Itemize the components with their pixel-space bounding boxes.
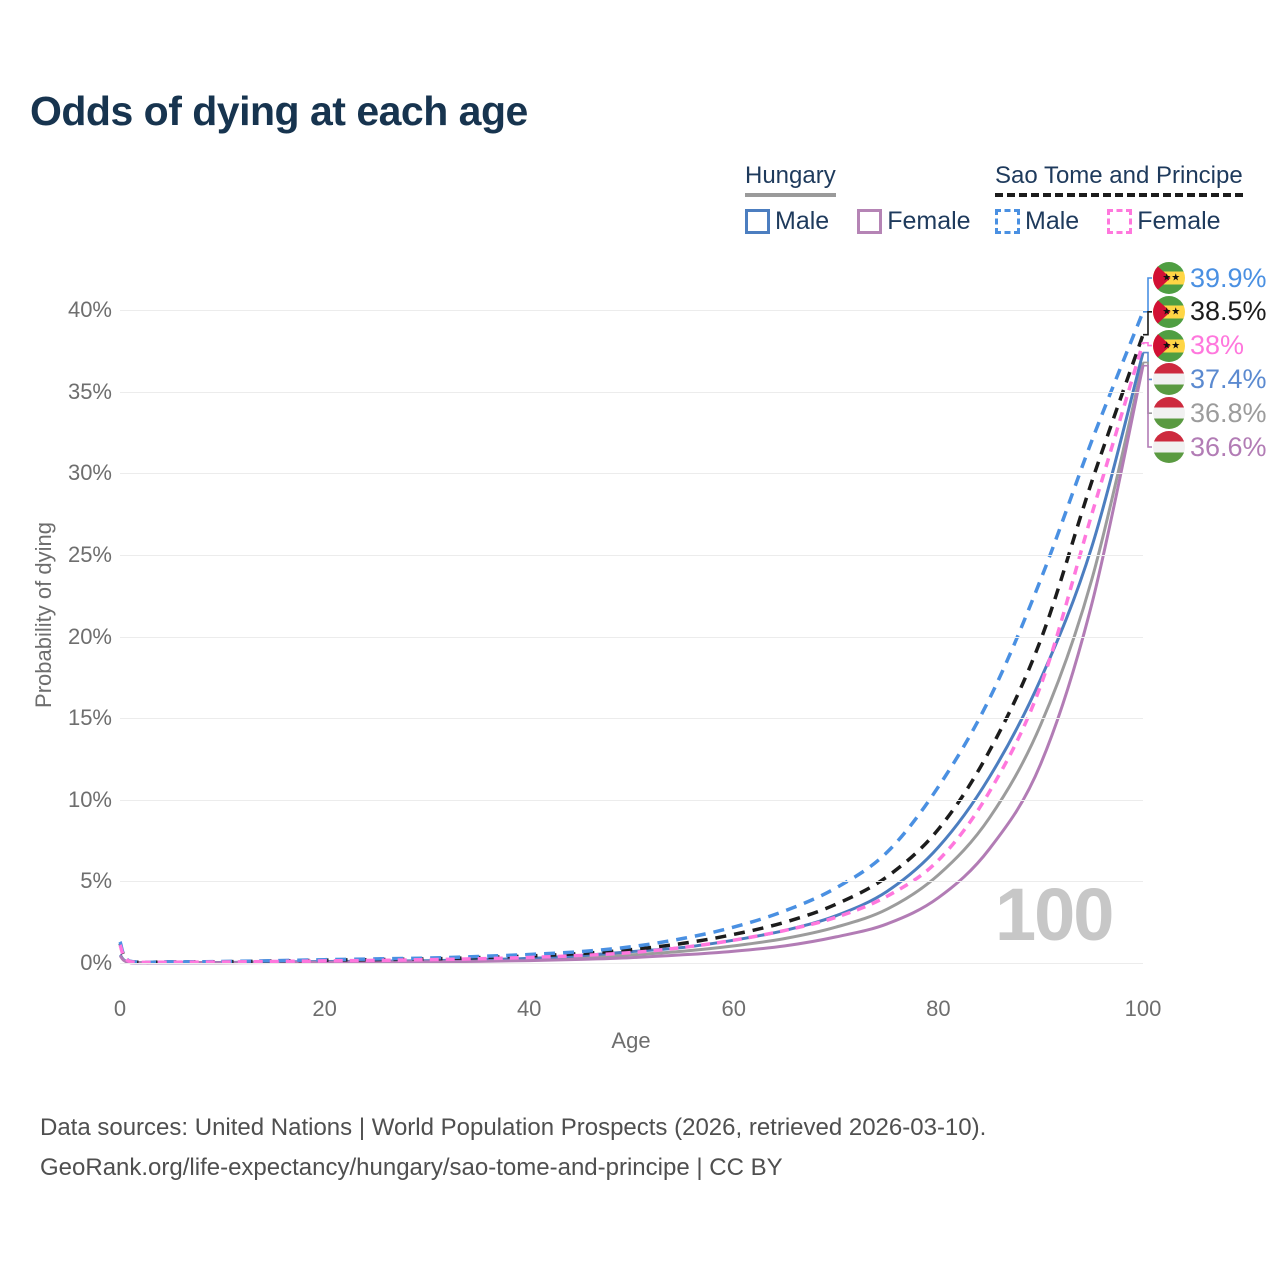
series-line-sao-tome-and-principe-male xyxy=(118,311,1145,964)
y-tick-label: 15% xyxy=(67,705,112,731)
y-tick-label: 25% xyxy=(67,542,112,567)
legend-label: Male xyxy=(1025,207,1080,235)
legend-group-hungary: Hungary Male Female xyxy=(745,162,999,236)
gridline xyxy=(120,473,1143,475)
y-tick-label: 10% xyxy=(67,786,112,812)
sao-tome-flag-icon xyxy=(1153,329,1185,362)
legend-label: Female xyxy=(1137,207,1221,235)
end-value-row[interactable]: 36.6% xyxy=(1153,430,1267,464)
legend-country-hungary: Hungary xyxy=(745,162,836,197)
gridline xyxy=(120,799,1143,801)
gridline xyxy=(120,391,1143,393)
legend-item-hungary-female[interactable]: Female xyxy=(857,207,971,236)
legend-item-sao-tome-female[interactable]: Female xyxy=(1107,207,1221,236)
page-title: Odds of dying at each age xyxy=(30,88,528,134)
hungary-flag-icon xyxy=(1153,397,1185,430)
end-value-row[interactable]: 38.5% xyxy=(1153,295,1267,329)
hungary-female-swatch xyxy=(857,209,883,234)
end-value-label: 36.8% xyxy=(1190,397,1267,428)
hungary-flag-icon xyxy=(1153,363,1185,396)
end-value-label: 39.9% xyxy=(1190,262,1267,293)
x-axis-title: Age xyxy=(611,1028,651,1053)
legend-item-sao-tome-male[interactable]: Male xyxy=(995,207,1079,236)
end-value-row[interactable]: 37.4% xyxy=(1153,362,1267,396)
series-line-hungary-male xyxy=(118,352,1145,965)
end-value-row[interactable]: 36.8% xyxy=(1153,396,1267,430)
attribution-line: GeoRank.org/life-expectancy/hungary/sao-… xyxy=(40,1154,783,1182)
sao-tome-male-swatch xyxy=(995,209,1020,234)
leader-line xyxy=(1143,342,1152,347)
y-tick-label: 30% xyxy=(67,460,112,486)
series-line-hungary-both xyxy=(118,362,1145,965)
y-tick-label: 0% xyxy=(80,950,112,975)
hungary-flag-icon xyxy=(1153,431,1185,463)
series-line-hungary-female xyxy=(118,365,1145,965)
legend-item-hungary-male[interactable]: Male xyxy=(745,207,829,236)
leader-line xyxy=(1143,364,1152,448)
end-value-row[interactable]: 39.9% xyxy=(1153,261,1267,295)
x-tick-label: 80 xyxy=(926,996,951,1021)
leader-line xyxy=(1143,277,1152,313)
gridline xyxy=(120,963,1143,964)
x-tick-label: 100 xyxy=(1124,996,1162,1021)
series-line-sao-tome-and-principe-both xyxy=(118,334,1145,965)
x-tick-label: 20 xyxy=(312,996,337,1021)
data-source-line: Data sources: United Nations | World Pop… xyxy=(40,1114,987,1141)
y-tick-label: 35% xyxy=(67,378,112,404)
end-value-row[interactable]: 38% xyxy=(1153,329,1244,363)
x-tick-label: 0 xyxy=(113,996,127,1021)
age-watermark: 100 xyxy=(995,873,1114,956)
y-tick-label: 5% xyxy=(80,868,112,894)
end-value-label: 36.6% xyxy=(1190,431,1267,462)
footer: Data sources: United Nations | World Pop… xyxy=(40,1108,986,1188)
legend-country-sao-tome: Sao Tome and Principe xyxy=(995,162,1243,197)
legend-label: Male xyxy=(775,207,830,235)
gridline xyxy=(120,881,1143,883)
x-tick-label: 40 xyxy=(516,996,542,1021)
gridline xyxy=(120,636,1143,638)
end-value-label: 38% xyxy=(1190,330,1245,361)
legend-label: Female xyxy=(887,207,971,235)
leader-line xyxy=(1143,311,1152,336)
hungary-male-swatch xyxy=(745,209,770,234)
x-tick-label: 60 xyxy=(721,996,747,1021)
sao-tome-flag-icon xyxy=(1153,295,1185,328)
sao-tome-female-swatch xyxy=(1107,209,1133,234)
legend-group-sao-tome: Sao Tome and Principe Male Female xyxy=(995,162,1249,236)
gridline xyxy=(120,718,1143,720)
end-value-label: 37.4% xyxy=(1190,363,1267,394)
sao-tome-flag-icon xyxy=(1153,262,1185,294)
series-line-sao-tome-and-principe-female xyxy=(118,342,1145,965)
gridline xyxy=(120,555,1143,556)
gridline xyxy=(120,310,1143,312)
end-value-label: 38.5% xyxy=(1190,296,1267,327)
y-tick-label: 40% xyxy=(67,297,112,323)
y-tick-label: 20% xyxy=(67,623,112,649)
